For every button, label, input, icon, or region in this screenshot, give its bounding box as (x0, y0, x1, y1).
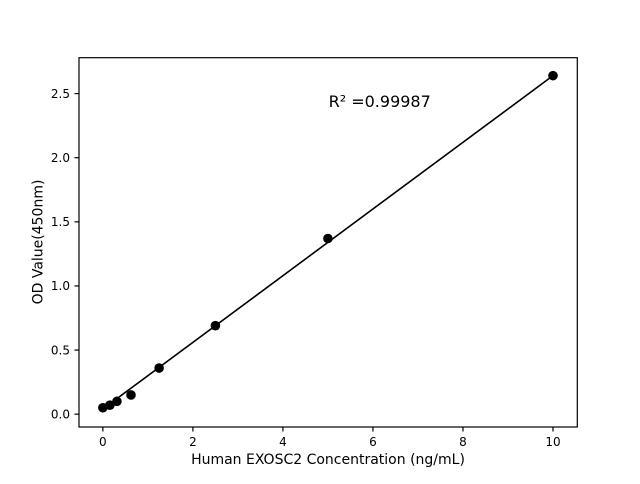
y-tick-label: 0.0 (51, 407, 70, 421)
y-tick-label: 2.0 (51, 151, 70, 165)
r-squared-annotation: R² =0.99987 (329, 92, 431, 111)
x-tick-label: 0 (99, 435, 107, 449)
y-tick-label: 0.5 (51, 343, 70, 357)
x-tick-label: 2 (189, 435, 197, 449)
x-axis-label: Human EXOSC2 Concentration (ng/mL) (191, 452, 465, 468)
data-point (126, 390, 136, 400)
y-tick-label: 1.5 (51, 215, 70, 229)
y-axis-label: OD Value(450nm) (31, 180, 47, 305)
data-point (323, 233, 333, 244)
data-point (112, 396, 122, 407)
data-point (154, 363, 164, 373)
x-tick-label: 4 (279, 435, 287, 449)
data-point (105, 400, 115, 411)
x-tick-label: 10 (545, 435, 560, 449)
y-tick-label: 2.5 (51, 87, 70, 101)
data-point (210, 320, 221, 331)
y-tick-label: 1.0 (51, 279, 70, 293)
data-point (548, 70, 558, 81)
x-tick-label: 6 (369, 435, 377, 449)
axes-border (78, 57, 578, 428)
x-tick-label: 8 (459, 435, 467, 449)
